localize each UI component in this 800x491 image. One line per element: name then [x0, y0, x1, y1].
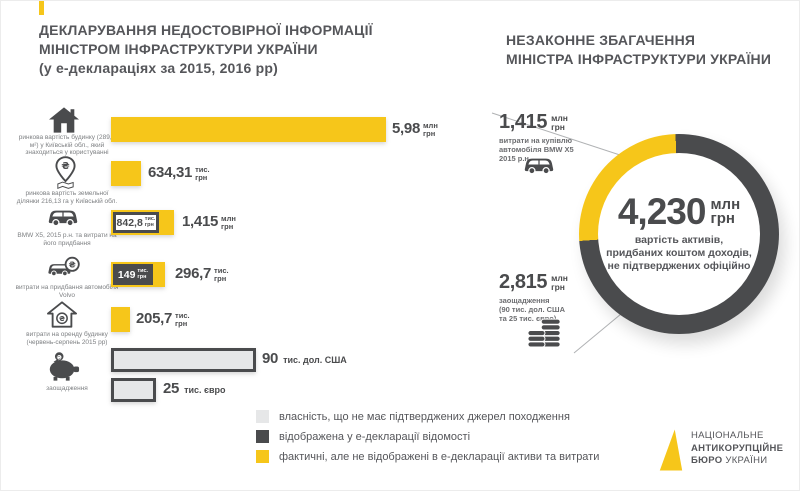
value-number: 634,31 — [148, 164, 193, 181]
callout-bmw-desc: витрати на купівлю автомобіля BMW X5 201… — [499, 136, 574, 163]
land-plot-pin-icon: ₴ — [54, 156, 77, 194]
bar-bmw-declared: 842,8 тис. грн — [113, 212, 159, 233]
bar-value-land: 634,31 тис. грн — [148, 165, 210, 181]
piggy-bank-icon: ₴ — [46, 351, 80, 386]
house-icon — [49, 107, 79, 138]
svg-text:₴: ₴ — [61, 161, 69, 172]
callout-bmw: 1,415 млн грн витрати на купівлю автомобі… — [499, 111, 574, 163]
car-coin-icon: ₴ — [47, 255, 80, 285]
legend-label: фактичні, але не відображені в е-деклара… — [279, 450, 600, 463]
bar-value-savings-usd: 90 тис. дол. США — [262, 351, 347, 366]
legend-swatch-light-gray — [256, 410, 269, 423]
nabu-logo-text: НАЦІОНАЛЬНЕ АНТИКОРУПЦІЙНЕ БЮРО УКРАЇНИ — [691, 430, 783, 468]
value-unit: млн грн — [221, 214, 236, 231]
right-title-line2: МІНІСТРА ІНФРАСТРУКТУРИ УКРАЇНИ — [506, 51, 772, 67]
legend-item-declared: відображена у е-декларації відомості — [256, 430, 599, 443]
declared-unit: тис. грн — [137, 268, 149, 280]
svg-text:₴: ₴ — [69, 260, 76, 270]
accent-tick — [39, 1, 44, 15]
bar-land — [111, 161, 141, 186]
callout-unit: млн грн — [551, 273, 568, 292]
legend-label: відображена у е-декларації відомості — [279, 430, 471, 443]
value-number: 25 — [163, 380, 180, 397]
callout-number: 2,815 — [499, 271, 548, 293]
callout-savings-value: 2,815 млн грн — [499, 271, 568, 293]
bar-savings-eur — [111, 378, 156, 402]
left-title: ДЕКЛАРУВАННЯ НЕДОСТОВІРНОЇ ІНФОРМАЦІЇ МІ… — [39, 21, 373, 78]
car-icon — [47, 206, 79, 231]
value-unit: тис. грн — [214, 266, 229, 283]
left-title-line3: (у е-деклараціях за 2015, 2016 рр) — [39, 60, 278, 76]
coins-icon — [527, 313, 563, 353]
donut-chart: 4,230 млн грн вартість активів, придбаних… — [579, 134, 779, 334]
donut-description: вартість активів, придбаних коштом доход… — [606, 234, 752, 272]
value-unit: тис. грн — [175, 311, 190, 328]
donut-center: 4,230 млн грн вартість активів, придбаних… — [598, 153, 760, 315]
declared-number: 842,8 — [116, 216, 143, 229]
leader-line-savings — [573, 313, 622, 354]
left-title-line1: ДЕКЛАРУВАННЯ НЕДОСТОВІРНОЇ ІНФОРМАЦІЇ — [39, 22, 373, 38]
value-unit-text: тис. дол. США — [283, 355, 347, 365]
declared-unit: тис. грн — [144, 216, 156, 228]
right-title: НЕЗАКОННЕ ЗБАГАЧЕННЯ МІНІСТРА ІНФРАСТРУК… — [506, 31, 771, 69]
bar-rent — [111, 307, 130, 332]
legend: власність, що не має підтверджених джере… — [256, 410, 599, 470]
value-number: 205,7 — [136, 310, 173, 327]
bar-label-land: ринкова вартість земельної ділянки 216,1… — [16, 190, 118, 205]
callout-unit: млн грн — [551, 113, 568, 132]
left-title-line2: МІНІСТРОМ ІНФРАСТРУКТУРИ УКРАЇНИ — [39, 41, 318, 57]
logo-line3: БЮРО УКРАЇНИ — [691, 455, 768, 466]
value-number: 5,98 — [392, 120, 420, 137]
value-number: 1,415 — [182, 213, 219, 230]
bar-label-bmw: BMW X5, 2015 р.н. та витрати на його при… — [17, 232, 117, 247]
bar-label-rent: витрати на оренду будинку (червень-серпе… — [26, 331, 108, 346]
bar-value-rent: 205,7 тис. грн — [136, 311, 190, 327]
logo-line2: АНТИКОРУПЦІЙНЕ — [691, 442, 784, 454]
right-title-line1: НЕЗАКОННЕ ЗБАГАЧЕННЯ — [506, 32, 696, 48]
callout-savings-desc: заощадження (90 тис. дол. США та 25 тис.… — [499, 296, 566, 323]
callout-savings: 2,815 млн грн заощадження (90 тис. дол. С… — [499, 271, 568, 323]
declared-number: 149 — [117, 268, 136, 281]
value-unit: млн грн — [423, 121, 438, 138]
car-icon — [523, 154, 555, 179]
legend-label: власність, що не має підтверджених джере… — [279, 410, 570, 423]
donut-total-number: 4,230 — [617, 191, 707, 232]
callout-bmw-value: 1,415 млн грн — [499, 111, 574, 133]
bar-value-house: 5,98 млн грн — [392, 121, 438, 137]
logo-line1: НАЦІОНАЛЬНЕ — [691, 430, 764, 441]
value-unit-text: тис. євро — [184, 385, 226, 395]
legend-swatch-dark-gray — [256, 430, 269, 443]
bar-house — [111, 117, 386, 142]
value-number: 90 — [262, 350, 279, 367]
bar-label-volvo: витрати на придбання автомобіля Volvo — [15, 284, 119, 299]
bar-value-volvo: 296,7 тис. грн — [175, 266, 229, 282]
legend-item-unconfirmed: власність, що не має підтверджених джере… — [256, 410, 599, 423]
legend-item-actual: фактичні, але не відображені в е-деклара… — [256, 450, 599, 463]
bar-volvo-declared: 149 тис. грн — [113, 264, 153, 285]
callout-number: 1,415 — [499, 111, 548, 133]
svg-text:₴: ₴ — [59, 314, 65, 323]
donut-total: 4,230 млн грн — [617, 191, 741, 232]
value-number: 296,7 — [175, 265, 212, 282]
value-unit: тис. грн — [195, 165, 210, 182]
bar-value-savings-eur: 25 тис. євро — [163, 381, 226, 396]
svg-text:₴: ₴ — [57, 354, 62, 361]
donut-total-unit: млн грн — [710, 196, 741, 227]
bar-savings-usd — [111, 348, 256, 372]
nabu-logo-mark — [657, 428, 685, 477]
legend-swatch-yellow — [256, 450, 269, 463]
bar-value-bmw: 1,415 млн грн — [182, 214, 236, 230]
bar-label-house: ринкова вартість будинку (289,6 м²) у Ки… — [18, 134, 116, 156]
bar-label-savings: заощадження — [46, 385, 88, 392]
house-rent-icon: ₴ — [47, 301, 77, 333]
